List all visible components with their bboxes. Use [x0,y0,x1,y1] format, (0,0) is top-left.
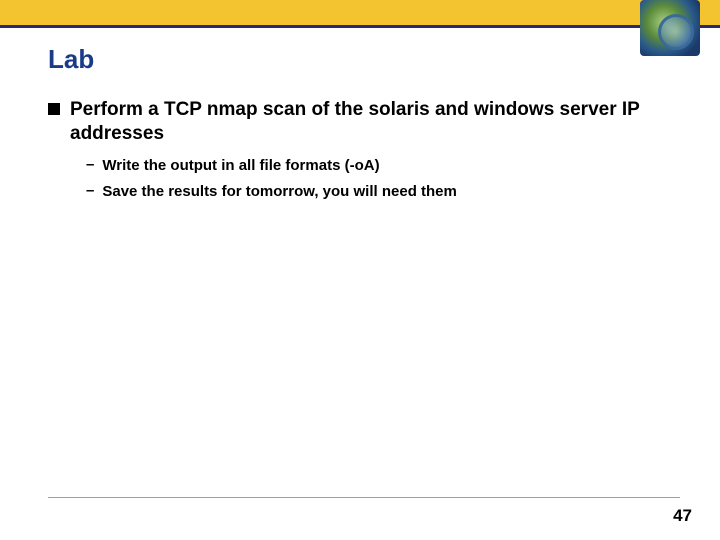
slide-title: Lab [48,44,94,75]
dash-bullet-icon: – [86,156,94,173]
dash-bullet-icon: – [86,182,94,199]
square-bullet-icon [48,103,60,115]
page-number: 47 [673,506,692,526]
sub-bullet-text: Write the output in all file formats (-o… [102,156,379,176]
sub-bullet: – Save the results for tomorrow, you wil… [86,182,680,202]
main-bullet: Perform a TCP nmap scan of the solaris a… [48,98,680,146]
sub-bullet: – Write the output in all file formats (… [86,156,680,176]
content-area: Perform a TCP nmap scan of the solaris a… [48,98,680,208]
sub-bullet-list: – Write the output in all file formats (… [86,156,680,203]
sub-bullet-text: Save the results for tomorrow, you will … [102,182,457,202]
footer-divider [48,497,680,498]
main-bullet-text: Perform a TCP nmap scan of the solaris a… [70,98,680,146]
globe-magnifier-icon [640,0,700,56]
top-accent-bar [0,0,720,28]
